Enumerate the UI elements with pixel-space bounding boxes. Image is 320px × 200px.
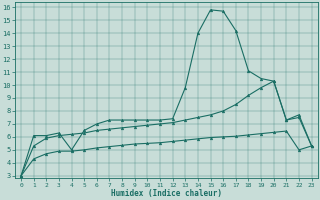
X-axis label: Humidex (Indice chaleur): Humidex (Indice chaleur) (111, 189, 222, 198)
